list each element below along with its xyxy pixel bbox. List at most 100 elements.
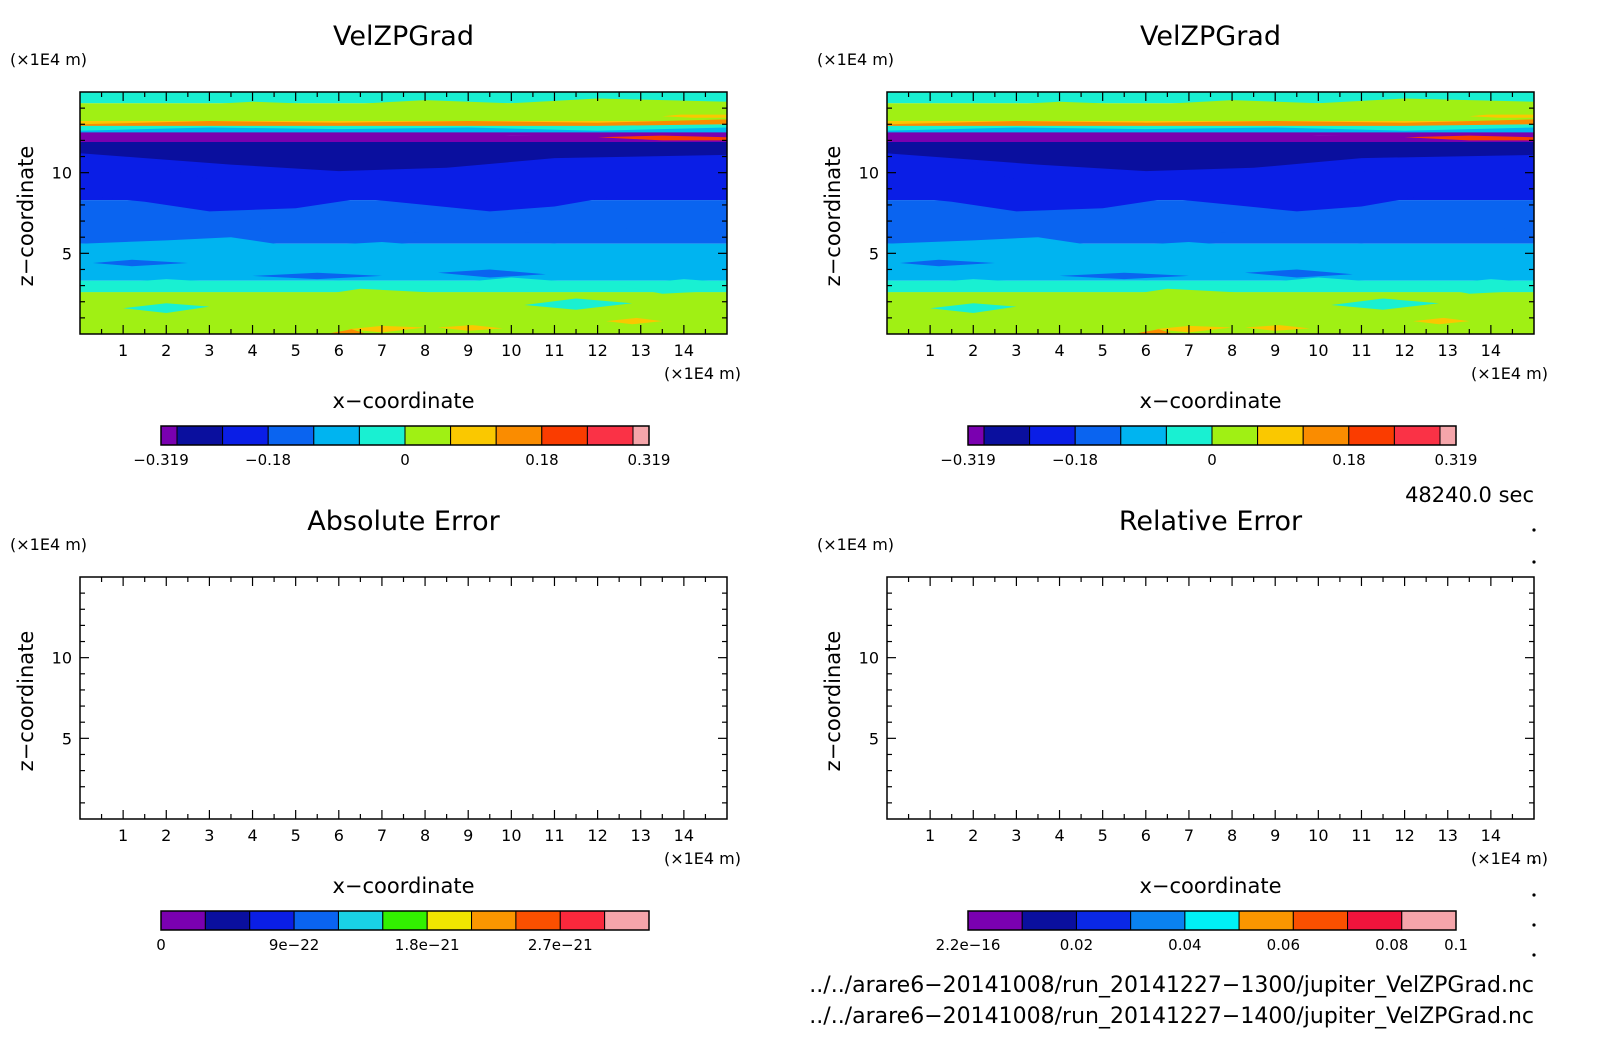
contour-region — [80, 179, 727, 212]
colorbar-segment — [1302, 425, 1350, 446]
contour-region — [887, 119, 1534, 126]
y-tick-label: 10 — [859, 164, 879, 183]
contour-region — [524, 298, 633, 310]
colorbar-label: 0.18 — [1332, 451, 1365, 469]
x-tick-label: 12 — [587, 341, 607, 360]
colorbar-label: 0.04 — [1168, 936, 1201, 954]
x-tick-label: 13 — [631, 826, 651, 845]
contour-region — [231, 227, 318, 234]
colorbar-segment — [983, 425, 1031, 446]
contour-region — [1154, 325, 1233, 333]
plot-area — [80, 577, 727, 819]
colorbar-segment — [293, 910, 339, 931]
colorbar-label: 0 — [400, 451, 410, 469]
plot-background — [80, 577, 727, 819]
contour-region — [887, 277, 1534, 293]
y-tick-label: 10 — [52, 164, 72, 183]
contour-region — [80, 98, 727, 115]
x-tick-label: 12 — [1394, 826, 1414, 845]
contour-band — [887, 92, 1534, 104]
contour-region — [438, 269, 546, 278]
contour-band — [887, 124, 1534, 131]
colorbar-segment — [1184, 910, 1240, 931]
x-tick-label: 14 — [1481, 826, 1501, 845]
colorbar-segment — [222, 425, 269, 446]
colorbar-segment — [267, 425, 315, 446]
plot-area — [887, 92, 1534, 334]
colorbar-label: 1.8e−21 — [395, 936, 460, 954]
x-tick-label: 1 — [925, 341, 935, 360]
x-tick-label: 3 — [1011, 341, 1021, 360]
edge-dot — [1532, 860, 1536, 864]
colorbar-segment — [515, 910, 561, 931]
file-path-2: ../../arare6−20141008/run_20141227−1400/… — [809, 1004, 1534, 1029]
x-tick-label: 10 — [501, 826, 521, 845]
x-tick-label: 2 — [968, 341, 978, 360]
colorbar-segment — [1347, 910, 1403, 931]
y-unit-label: (×1E4 m) — [10, 50, 87, 69]
contour-region — [887, 179, 1534, 212]
colorbar-label: −0.319 — [940, 451, 996, 469]
y-unit-label: (×1E4 m) — [817, 50, 894, 69]
contour-region — [887, 132, 1534, 141]
colorbar-frame — [160, 910, 650, 931]
y-tick-label: 5 — [62, 244, 72, 263]
edge-dot — [1532, 923, 1536, 927]
contour-region — [619, 279, 727, 294]
x-tick-label: 3 — [204, 826, 214, 845]
x-tick-label: 2 — [161, 826, 171, 845]
x-tick-label: 8 — [1227, 341, 1237, 360]
x-tick-label: 13 — [1438, 826, 1458, 845]
colorbar-segment — [1393, 425, 1441, 446]
colorbar-segment — [204, 910, 251, 931]
contour-region — [80, 119, 727, 126]
x-tick-label: 1 — [118, 826, 128, 845]
y-tick-label: 5 — [869, 729, 879, 748]
x-tick-label: 7 — [1184, 341, 1194, 360]
colorbar-segment — [559, 910, 606, 931]
colorbar-label: 0.319 — [1435, 451, 1478, 469]
x-tick-label: 11 — [544, 826, 564, 845]
x-tick-label: 6 — [1141, 341, 1151, 360]
colorbar-segment — [1130, 910, 1186, 931]
colorbar-label: 0.18 — [525, 451, 558, 469]
contour-band — [80, 92, 727, 104]
x-tick-label: 11 — [1351, 341, 1371, 360]
x-tick-label: 4 — [247, 341, 257, 360]
panel-bottom-left: Absolute Error(×1E4 m)1 2 3 4 5 6 7 8 9 10 11 12 13 1… — [10, 506, 741, 954]
x-tick-label: 4 — [1054, 341, 1064, 360]
colorbar-label: −0.18 — [1052, 451, 1098, 469]
colorbar-segment — [967, 425, 985, 446]
colorbar-segment — [404, 425, 452, 446]
x-tick-label: 11 — [1351, 826, 1371, 845]
x-tick-label: 14 — [1481, 341, 1501, 360]
contour-region — [92, 259, 188, 267]
colorbar: −0.319 −0.18 0 0.18 0.319 — [133, 425, 670, 469]
x-tick-label: 1 — [118, 341, 128, 360]
y-tick-label: 5 — [869, 244, 879, 263]
colorbar-segment — [471, 910, 517, 931]
x-tick-label: 5 — [291, 826, 301, 845]
panel-title: Absolute Error — [307, 506, 500, 537]
contour-region — [412, 229, 533, 236]
colorbar-label: 9e−22 — [269, 936, 319, 954]
x-tick-label: 12 — [587, 826, 607, 845]
x-tick-label: 4 — [247, 826, 257, 845]
contour-region — [930, 303, 1017, 313]
x-tick-label: 4 — [1054, 826, 1064, 845]
colorbar-segment — [586, 425, 634, 446]
contour-region — [1426, 224, 1517, 234]
colorbar-segment — [495, 425, 543, 446]
colorbar-label: 0.08 — [1375, 936, 1408, 954]
colorbar-frame — [967, 425, 1457, 446]
colorbar-segment — [1257, 425, 1304, 446]
contour-region — [597, 135, 727, 141]
colorbar-segment — [1165, 425, 1213, 446]
x-axis-label: x−coordinate — [1139, 389, 1281, 413]
y-axis-label: z−coordinate — [821, 146, 845, 287]
colorbar-segment — [1029, 425, 1076, 446]
contour-region — [1245, 269, 1353, 278]
edge-dot — [1532, 560, 1536, 564]
time-label: 48240.0 sec — [1405, 483, 1534, 507]
x-tick-label: 9 — [1270, 826, 1280, 845]
